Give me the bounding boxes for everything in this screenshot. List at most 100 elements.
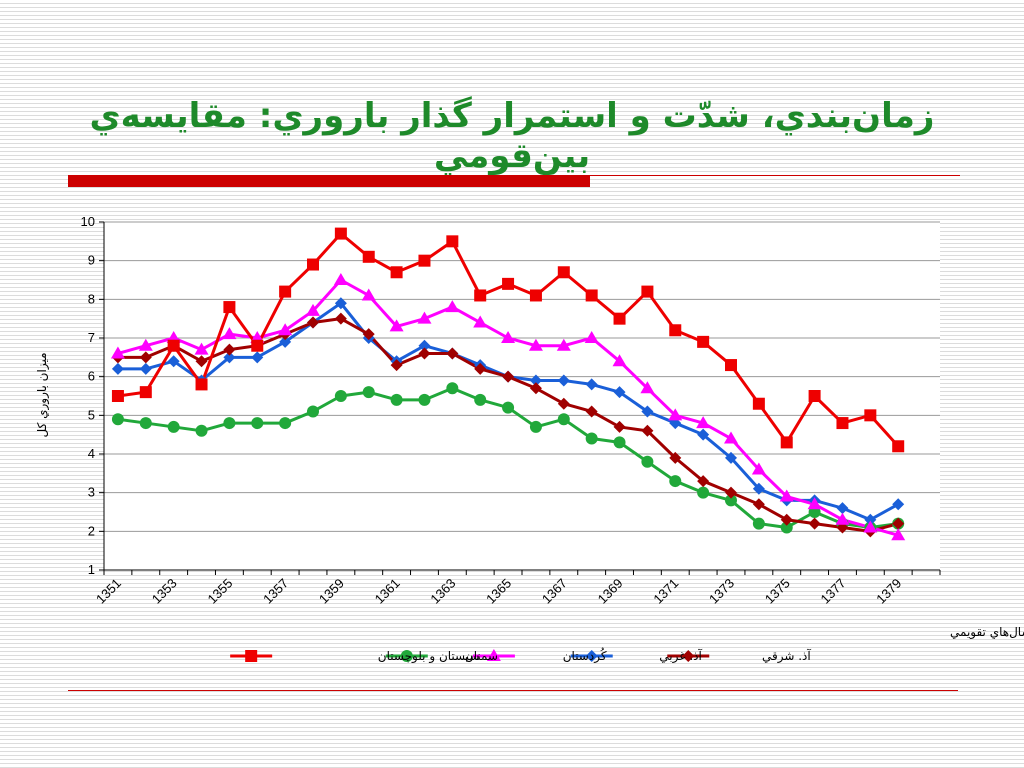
data-point-s2-1372 — [696, 416, 711, 429]
data-point-s2-1378 — [863, 520, 878, 533]
data-point-s0-1369 — [613, 420, 626, 433]
data-point-s1-1378 — [864, 513, 877, 526]
data-point-s4-1373 — [725, 359, 737, 372]
data-point-s3-1363 — [446, 382, 459, 395]
data-point-s3-1364 — [474, 393, 487, 406]
data-point-s0-1363 — [446, 347, 459, 360]
data-point-s4-1374 — [752, 397, 765, 410]
x-tick-label-1351: 1351 — [93, 576, 124, 607]
data-point-s4-1367 — [557, 266, 570, 279]
legend-swatch-marker-4 — [245, 650, 258, 662]
data-point-s2-1355 — [222, 327, 237, 340]
x-tick-label-1371: 1371 — [650, 576, 681, 607]
data-point-s0-1379 — [892, 517, 905, 530]
data-point-s2-1367 — [556, 338, 571, 351]
data-point-s4-1356 — [251, 339, 264, 352]
data-point-s4-1363 — [446, 235, 459, 248]
data-point-s4-1364 — [474, 289, 487, 302]
data-point-s4-1362 — [418, 254, 431, 267]
data-point-s1-1374 — [752, 482, 765, 495]
data-point-s0-1365 — [502, 370, 515, 383]
data-point-s2-1376 — [807, 497, 822, 510]
data-point-s3-1371 — [669, 475, 682, 488]
data-point-s4-1353 — [167, 339, 180, 352]
data-point-s3-1375 — [780, 521, 793, 534]
data-point-s3-1374 — [752, 517, 765, 530]
data-point-s0-1362 — [418, 347, 431, 360]
data-point-s4-1351 — [111, 390, 124, 402]
data-point-s3-1366 — [529, 420, 542, 433]
data-point-s0-1352 — [139, 351, 152, 364]
data-point-s1-1357 — [279, 335, 292, 348]
data-point-s0-1360 — [362, 328, 375, 341]
data-point-s4-1361 — [390, 266, 403, 279]
data-point-s3-1352 — [139, 417, 152, 430]
data-point-s1-1372 — [697, 428, 710, 441]
x-tick-label-1353: 1353 — [149, 576, 180, 607]
data-point-s0-1359 — [334, 312, 347, 325]
data-point-s2-1370 — [640, 381, 655, 394]
data-point-s4-1359 — [334, 227, 347, 240]
title-underline-thin — [590, 175, 960, 176]
x-tick-label-1369: 1369 — [595, 576, 626, 607]
data-point-s2-1360 — [361, 288, 376, 301]
data-point-s0-1374 — [752, 498, 765, 511]
data-point-s3-1356 — [251, 417, 264, 430]
data-point-s1-1355 — [223, 351, 236, 364]
legend-swatch-marker-1 — [585, 650, 598, 662]
data-point-s4-1376 — [808, 390, 821, 402]
data-point-s2-1354 — [194, 342, 209, 355]
data-point-s0-1376 — [808, 517, 821, 530]
data-point-s0-1372 — [697, 475, 710, 488]
x-tick-label-1379: 1379 — [873, 576, 904, 607]
data-point-s2-1375 — [779, 489, 794, 502]
x-tick-label-1375: 1375 — [762, 576, 793, 607]
data-point-s2-1366 — [528, 338, 543, 351]
data-point-s1-1370 — [641, 405, 654, 418]
data-point-s4-1377 — [836, 417, 849, 430]
data-point-s0-1371 — [669, 451, 682, 464]
data-point-s1-1356 — [251, 351, 264, 364]
legend-label-0: آذ. شرقي — [762, 648, 811, 664]
y-tick-label-2: 2 — [88, 523, 95, 538]
x-tick-labels: 1351 1353 1355 1357 1359 1361 1363 1365 1367 1369… — [93, 576, 904, 607]
data-point-s2-1369 — [612, 354, 627, 367]
data-point-s1-1352 — [139, 362, 152, 375]
axes — [103, 222, 941, 575]
data-point-s0-1361 — [390, 359, 403, 372]
x-axis-label: سال‌هاي تقويمي — [950, 625, 1024, 640]
footer-rule — [68, 690, 958, 691]
data-point-s4-1372 — [697, 335, 710, 348]
data-point-s0-1367 — [557, 397, 570, 410]
data-point-s3-1362 — [418, 393, 431, 406]
data-point-s2-1374 — [751, 462, 766, 475]
data-point-s0-1364 — [474, 362, 487, 375]
data-point-s0-1355 — [223, 343, 236, 356]
data-point-s4-1378 — [864, 409, 877, 422]
data-point-s4-1375 — [780, 436, 793, 449]
data-point-s4-1366 — [529, 289, 542, 302]
plot-area — [104, 222, 940, 570]
legend-label-3: سمنان — [465, 649, 498, 663]
data-point-s3-1361 — [390, 393, 403, 406]
data-point-s4-1358 — [307, 258, 319, 271]
data-point-s0-1370 — [641, 424, 654, 437]
data-point-s2-1351 — [110, 346, 125, 359]
data-point-s3-1369 — [613, 436, 626, 449]
data-point-s3-1351 — [111, 413, 124, 426]
data-point-s2-1361 — [389, 319, 404, 332]
data-point-s4-1368 — [585, 289, 598, 302]
data-point-s2-1371 — [668, 408, 683, 421]
data-point-s4-1354 — [195, 378, 208, 391]
data-point-s4-1357 — [279, 285, 292, 298]
y-axis-label: ميزان باروري كل — [35, 352, 50, 437]
x-tick-label-1363: 1363 — [427, 576, 458, 607]
y-tick-label-9: 9 — [88, 253, 95, 268]
data-point-s2-1365 — [501, 331, 516, 343]
data-point-s4-1369 — [613, 312, 626, 325]
data-point-s2-1364 — [473, 315, 488, 328]
data-point-s2-1363 — [445, 300, 460, 313]
data-point-s3-1360 — [362, 386, 375, 399]
y-tick-label-8: 8 — [88, 291, 95, 306]
